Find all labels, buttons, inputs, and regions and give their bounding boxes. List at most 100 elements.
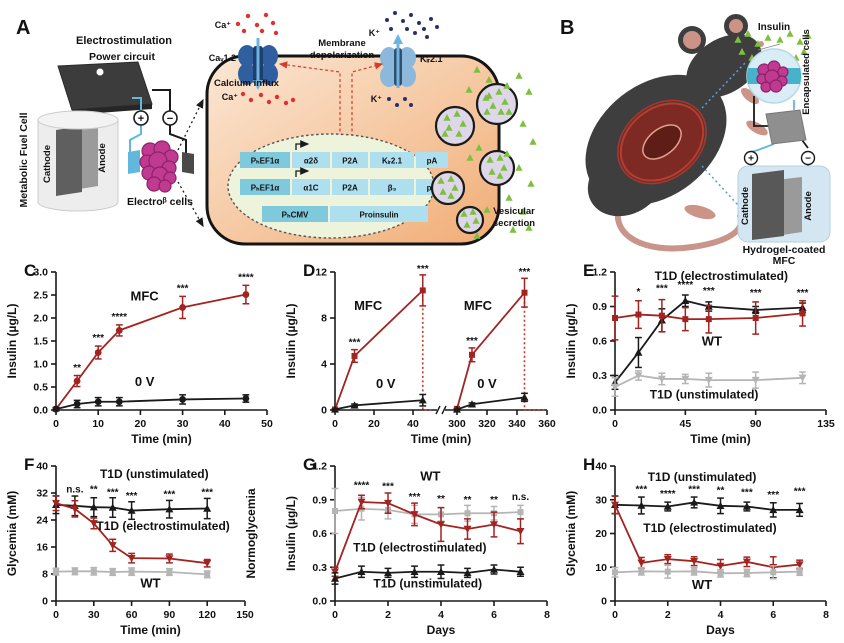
y-tick-label: 20 — [595, 528, 607, 540]
x-axis-label: Time (min) — [120, 623, 180, 637]
y-tick-label: 1.5 — [33, 336, 48, 348]
x-tick-label: 6 — [491, 609, 497, 621]
x-tick-label: 0 — [53, 609, 59, 621]
y-tick-label: 8 — [321, 313, 327, 325]
x-axis-label: Days — [427, 623, 456, 637]
y-tick-label: 1.0 — [33, 359, 48, 371]
x-tick-label: 135 — [817, 418, 835, 430]
panel-f-chart: 0 8 16 24 32 40 0 30 60 90 120 150 Time (min) Glycemi… — [4, 450, 283, 643]
svg-text:T1D (unstimulated): T1D (unstimulated) — [373, 577, 482, 591]
power-circuit-board — [57, 61, 153, 115]
x-tick-label: 50 — [261, 418, 273, 430]
svg-text:0 V: 0 V — [135, 374, 155, 389]
axes: 0.0 0.3 0.6 0.9 1.2 0 2 4 6 8 — [312, 461, 550, 622]
potassium-ions-inside — [387, 97, 413, 107]
y-tick-label: 2.5 — [33, 290, 48, 302]
panel-letter: C — [24, 261, 36, 280]
sig-labels: *** **** *** ** *** *** *** — [636, 484, 806, 501]
potassium-ions-outside — [385, 11, 439, 39]
panel-h-chart: 0 10 20 30 40 0 2 4 6 8 Days Glycemia (mM) H *** **** *… — [563, 450, 842, 643]
insulin-label: Insulin — [758, 22, 790, 33]
panel-letter: E — [583, 261, 594, 280]
annotations: T1D (unstimulated) T1D (electrostimulated… — [643, 470, 776, 592]
series-WT — [611, 295, 806, 341]
kir-channel — [380, 34, 416, 88]
x-tick-label: 30 — [177, 418, 189, 430]
minus-symbol-b: − — [805, 154, 811, 165]
electrodes — [128, 150, 194, 174]
x-tick-label: 360 — [538, 418, 556, 430]
y-tick-label: 16 — [36, 542, 48, 554]
svg-text:WT: WT — [692, 577, 712, 592]
insulin-granule-triangles — [437, 66, 537, 239]
construct-box: P2A — [342, 184, 358, 193]
x-tick-label: 320 — [478, 418, 496, 430]
svg-text:***: *** — [656, 284, 668, 295]
annotations: T1D (electrostimulated) WT T1D (unstimulat… — [650, 269, 788, 401]
y-tick-label: 0.3 — [312, 562, 327, 574]
dropline — [523, 292, 547, 411]
sig-labels: *** *** *** *** — [349, 264, 531, 349]
annotations: WT T1D (electrostimulated) T1D (unstimulat… — [353, 469, 486, 591]
y-tick-label: 0.0 — [312, 596, 327, 608]
y-tick-label: 0.3 — [592, 370, 607, 382]
svg-text:**: ** — [437, 494, 445, 505]
power-circuit-label: Power circuit — [89, 51, 155, 63]
svg-text:***: *** — [519, 267, 531, 278]
electro-cells-label: Electroᵝ cells — [127, 196, 193, 208]
x-tick-label: 150 — [236, 609, 254, 621]
encapsulated-cell-cluster — [756, 60, 789, 93]
svg-text:n.s.: n.s. — [512, 492, 529, 503]
polarity-symbols: + − — [133, 110, 178, 126]
y-tick-label: 0.6 — [312, 528, 327, 540]
axes: 0 8 16 24 32 40 0 30 60 90 120 150 — [36, 461, 254, 622]
y-tick-label: 0.9 — [592, 301, 607, 313]
svg-text:***: *** — [797, 288, 809, 299]
construct-box: PₕEF1α — [251, 184, 280, 193]
anode-label-a: Anode — [97, 143, 108, 173]
y-tick-label: 0 — [321, 405, 327, 417]
axes: 0.0 0.5 1.0 1.5 2.0 2.5 3.0 0 10 20 30 40 50 — [33, 267, 273, 431]
x-axis-label: Days — [706, 623, 735, 637]
chart-F: 0 8 16 24 32 40 0 30 60 90 120 150 Time (min) Glycemi… — [5, 455, 258, 637]
svg-text:***: *** — [107, 488, 119, 499]
panel-letter: F — [24, 455, 34, 474]
axes: 0 4 8 12 0 20 40 300 320 340 360 — [315, 267, 556, 431]
axes: 0 10 20 30 40 0 2 4 6 8 — [595, 461, 829, 622]
axes: 0.0 0.3 0.6 0.9 1.2 0 45 90 135 — [592, 267, 835, 431]
svg-text:***: *** — [688, 484, 700, 495]
panel-letter: G — [303, 455, 316, 474]
svg-text:T1D (unstimulated): T1D (unstimulated) — [648, 470, 757, 484]
y-tick-label: 40 — [595, 461, 607, 473]
y-tick-label: 0 — [42, 596, 48, 608]
y-tick-label: 10 — [595, 562, 607, 574]
polarity-symbols-b: + − — [743, 150, 816, 166]
dropline — [421, 290, 433, 411]
series-0 V — [52, 394, 250, 413]
svg-text:**: ** — [490, 495, 498, 506]
svg-text:***: *** — [636, 484, 648, 495]
svg-text:T1D (electrostimulated): T1D (electrostimulated) — [643, 521, 776, 535]
svg-text:***: *** — [750, 288, 762, 299]
x-axis-label: Time (min) — [131, 432, 191, 446]
panel-a-label: A — [16, 17, 30, 39]
zoom-arrows — [177, 98, 204, 228]
x-tick-label: 2 — [385, 609, 391, 621]
membrane-depolarization-line2: depolarization — [310, 50, 375, 61]
depolarization-dashed-links — [278, 61, 384, 177]
k-ion-label-top: K⁺ — [369, 28, 380, 38]
annotations: MFC 0 V — [131, 289, 160, 390]
insulin-triangles — [734, 30, 812, 61]
y-tick-label: 0 — [601, 596, 607, 608]
svg-text:**: ** — [90, 484, 98, 495]
chart-D: 0 4 8 12 0 20 40 300 320 340 360 Time (min) Insulin … — [284, 261, 556, 446]
vesicular-label-line2: secretion — [493, 218, 535, 229]
x-tick-label: 4 — [718, 609, 724, 621]
svg-text:MFC: MFC — [131, 289, 160, 304]
svg-text:****: **** — [238, 272, 254, 283]
series-T1D (electrostimulated) — [331, 492, 525, 577]
implant-site — [617, 99, 707, 185]
svg-text:n.s.: n.s. — [66, 484, 83, 495]
svg-text:T1D (electrostimulated): T1D (electrostimulated) — [353, 541, 486, 555]
panel-b-label: B — [560, 17, 574, 39]
